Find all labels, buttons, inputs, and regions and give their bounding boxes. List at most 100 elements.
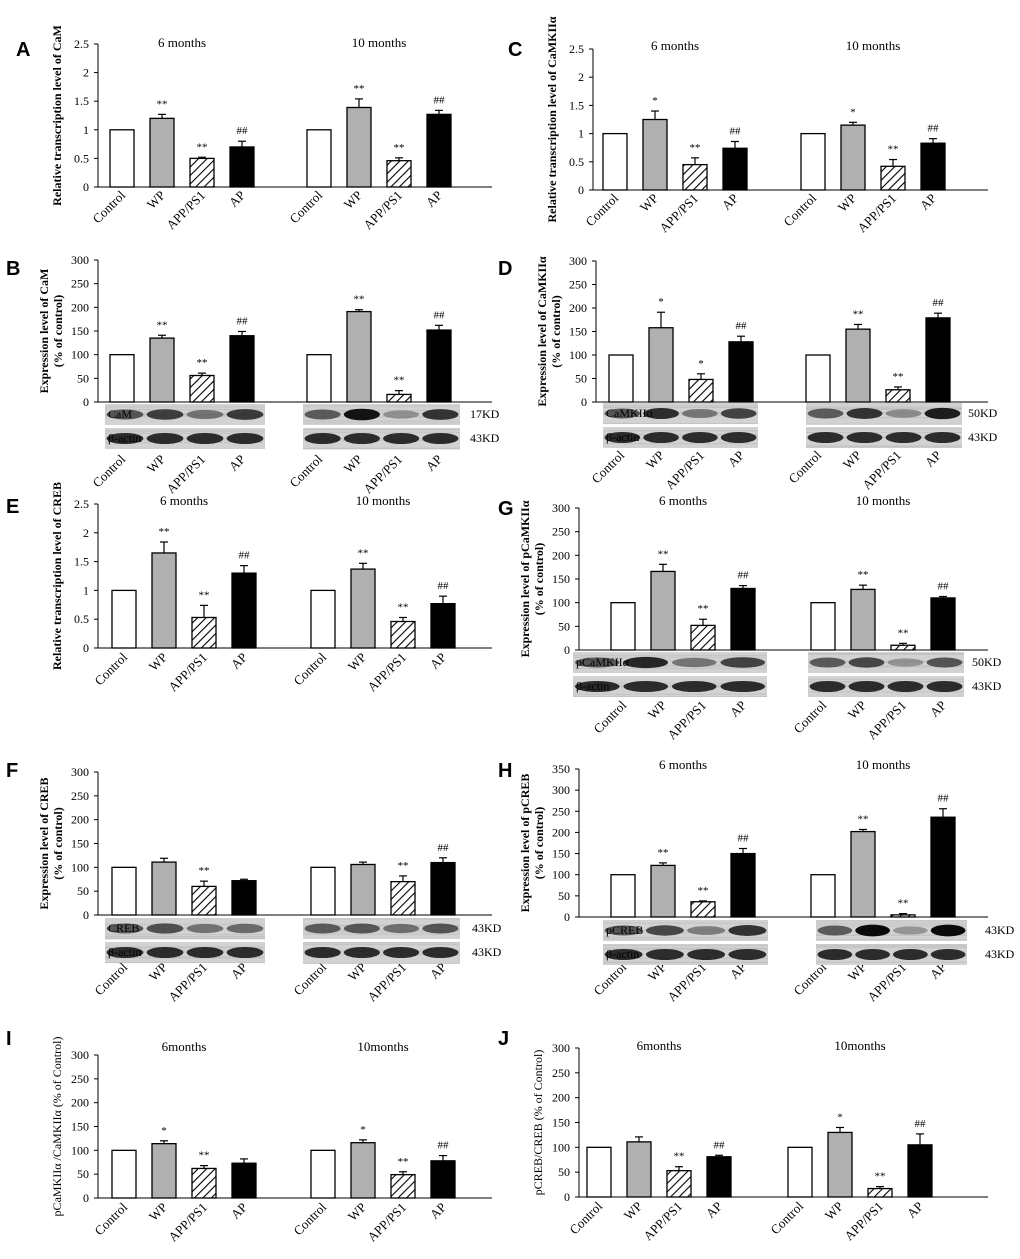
significance-mark: * — [698, 358, 704, 370]
significance-mark: ## — [928, 123, 940, 135]
category-label: WP — [341, 452, 365, 476]
blot-row-label: CaM — [108, 407, 132, 421]
blot-left-row0-strip — [603, 403, 758, 424]
blot-left-row0-texture — [105, 406, 265, 408]
y-tick-label: 1 — [578, 127, 584, 141]
y-tick-label: 200 — [552, 548, 570, 562]
blot-left-row0-texture — [573, 660, 767, 662]
molecular-weight-label: 43KD — [472, 945, 502, 959]
blot-right-row1-strip — [303, 942, 460, 963]
bar-wp-group2 — [350, 863, 376, 916]
blot-left-row0-texture — [573, 654, 767, 656]
blot-row-label: β-actin — [108, 945, 141, 959]
blot-right-row0-band — [422, 923, 459, 934]
category-label: Control — [286, 451, 325, 490]
blot-right-row0-texture — [806, 408, 962, 410]
group-title: 6 months — [158, 35, 206, 50]
blot-left-row1-band — [604, 948, 643, 961]
bar-ap-group1 — [730, 852, 756, 918]
y-tick-label: 250 — [552, 804, 570, 818]
blot-left-row0-texture — [105, 414, 265, 416]
blot-right-row1-texture — [303, 448, 460, 450]
y-tick-label: 50 — [77, 884, 89, 898]
category-label: Control — [286, 187, 325, 226]
blot-right-row0-texture — [303, 409, 460, 411]
blot-left-row1-texture — [573, 693, 767, 695]
bar-app-ps1-group1 — [191, 1167, 217, 1199]
category-label: APP/PS1 — [364, 650, 409, 695]
blot-left-row0-texture — [603, 922, 768, 924]
y-tick-label: 200 — [552, 825, 570, 839]
bar-wp-group1 — [151, 552, 177, 649]
blot-right-row1-band — [926, 680, 963, 693]
bar-control-group2 — [306, 129, 332, 188]
category-label: WP — [146, 960, 170, 984]
significance-mark: ** — [157, 98, 168, 110]
category-label: WP — [643, 448, 667, 472]
y-tick-label: 1 — [83, 583, 89, 597]
y-axis-label: Relative transcription level of CaM — [50, 25, 64, 206]
panel-letter: B — [6, 258, 20, 280]
significance-mark: ## — [730, 125, 742, 137]
bar-wp-group1 — [149, 117, 175, 188]
bar-app-ps1-group1 — [690, 901, 716, 918]
bar-ap-group2 — [930, 816, 956, 918]
blot-right-row1-band — [343, 946, 380, 959]
significance-mark: ** — [159, 526, 170, 538]
blot-right-row1-band — [848, 680, 885, 693]
y-tick-label: 2.5 — [569, 42, 584, 56]
y-tick-label: 50 — [558, 889, 570, 903]
blot-left-row1-texture — [105, 432, 265, 434]
blot-right-row1-texture — [303, 431, 460, 433]
category-label: APP/PS1 — [163, 452, 208, 497]
blot-left-row0-band — [720, 657, 766, 668]
blot-left-row0-texture — [603, 414, 758, 416]
blot-right-row0-texture — [806, 423, 962, 425]
y-tick-label: 200 — [71, 1096, 89, 1110]
blot-right-row0-texture — [303, 422, 460, 424]
blot-row-label: pCREB — [606, 923, 643, 937]
group-title: 10 months — [846, 38, 901, 53]
blot-left-row0-texture — [603, 423, 758, 425]
panel-letter: F — [6, 760, 18, 782]
blot-row-label: β-actin — [606, 430, 639, 444]
y-tick-label: 100 — [569, 348, 587, 362]
blot-right-row1-texture — [303, 438, 460, 440]
category-label: WP — [845, 698, 869, 722]
significance-mark: ** — [893, 371, 904, 383]
significance-mark: ## — [915, 1118, 927, 1130]
y-tick-label: 1.5 — [569, 98, 584, 112]
bar-ap-group1 — [722, 147, 748, 191]
blot-row-label: pCaMKIIα — [576, 655, 630, 669]
blot-right-row0-texture — [303, 931, 460, 933]
blot-right-row1-band — [343, 432, 380, 445]
blot-left-row1-band — [574, 680, 620, 693]
category-label: WP — [621, 1199, 645, 1223]
blot-left-row0-texture — [573, 665, 767, 667]
blot-right-row0-band — [343, 923, 380, 934]
blot-right-row0-band — [422, 409, 459, 420]
blot-right-row1-texture — [808, 681, 964, 683]
bar-control-group2 — [310, 589, 336, 649]
bar-app-ps1-group2 — [390, 880, 416, 916]
blot-right-row0-band — [893, 926, 928, 935]
blot-left-row0-texture — [105, 409, 265, 411]
panel-letter: C — [508, 39, 522, 61]
blot-left-row0-texture — [105, 413, 265, 415]
blot-right-row1-texture — [816, 944, 967, 946]
category-label: APP/PS1 — [864, 960, 909, 1005]
blot-right-row1-texture — [816, 955, 967, 957]
blot-right-row0-texture — [806, 417, 962, 419]
blot-left-row1-strip — [603, 427, 758, 448]
blot-right-row0-texture — [816, 938, 967, 940]
bar-control-group2 — [310, 1149, 336, 1199]
blot-left-row0-texture — [603, 405, 758, 407]
y-tick-label: 2 — [83, 526, 89, 540]
category-label: Control — [780, 190, 819, 229]
blot-left-row0-strip — [105, 918, 265, 939]
significance-mark: * — [837, 1111, 843, 1123]
y-tick-label: 0.5 — [569, 155, 584, 169]
blot-left-row1-band — [645, 948, 684, 961]
blot-left-row0-texture — [105, 934, 265, 936]
category-label: WP — [840, 448, 864, 472]
